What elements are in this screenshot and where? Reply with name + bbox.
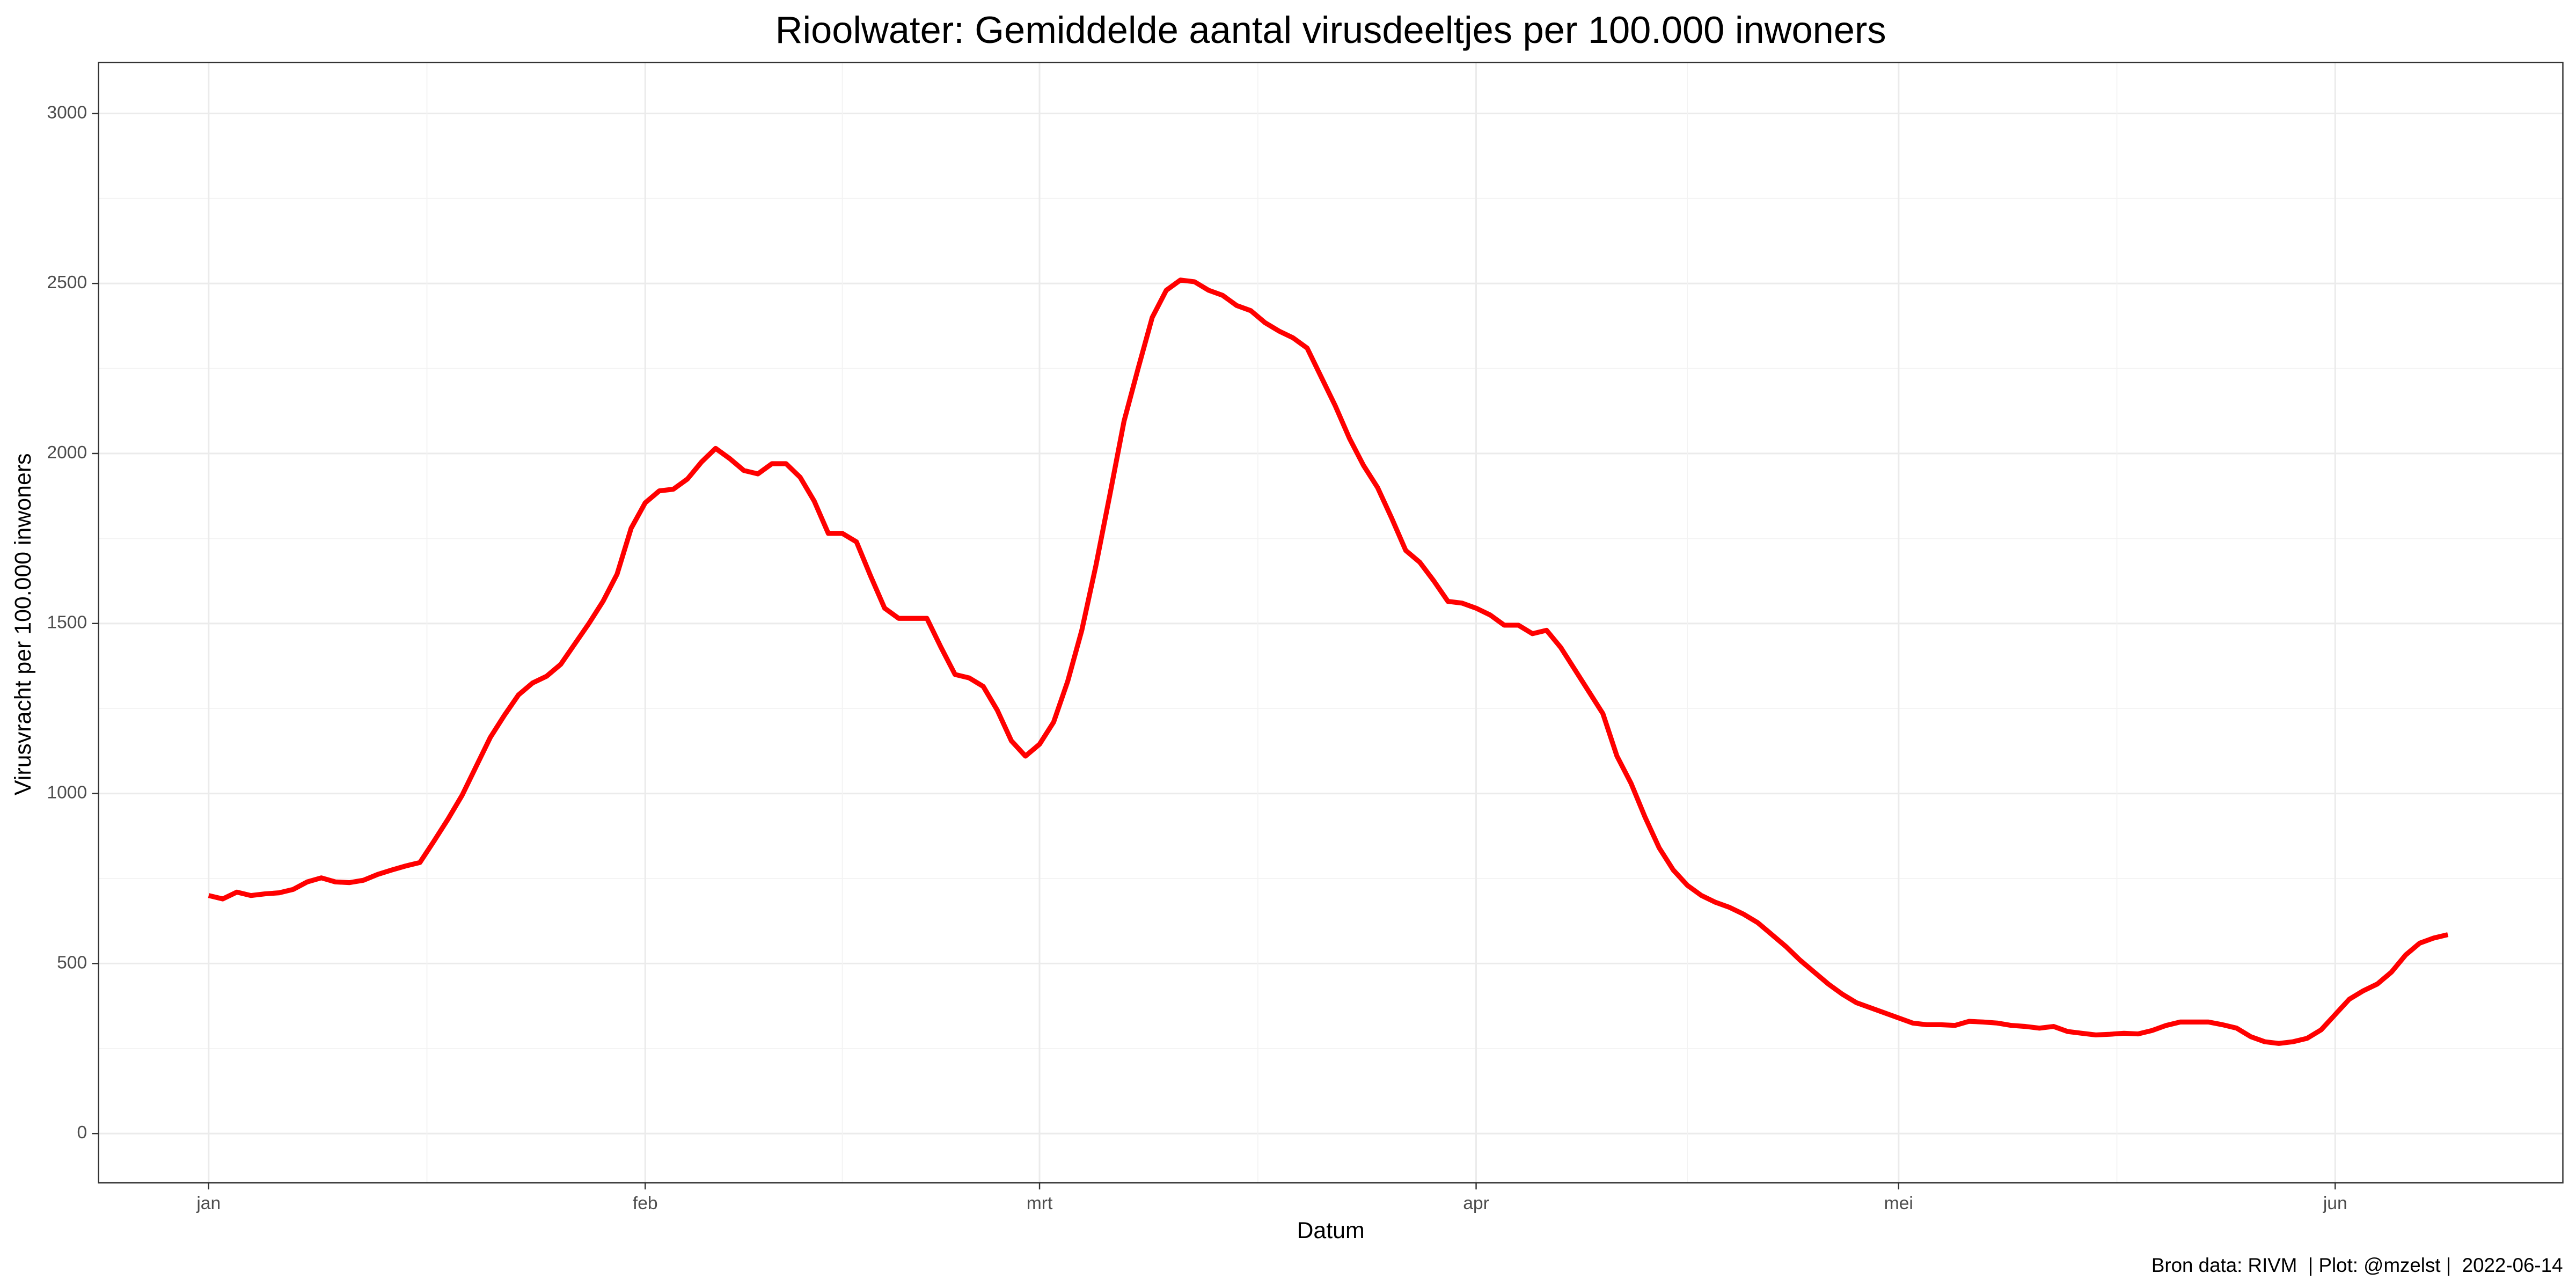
y-axis-title: Virusvracht per 100.000 inwoners <box>10 453 36 795</box>
x-tick-label: mei <box>1884 1194 1913 1213</box>
data-line <box>208 277 2449 1046</box>
y-tick-label: 500 <box>57 953 87 972</box>
y-tick-label: 3000 <box>47 103 87 122</box>
y-tick-label: 2500 <box>47 273 87 292</box>
x-tick-label: mrt <box>1027 1194 1053 1213</box>
x-tick-label: apr <box>1463 1194 1489 1213</box>
y-tick-label: 0 <box>77 1123 87 1143</box>
y-tick-label: 2000 <box>47 443 87 463</box>
y-tick-label: 1500 <box>47 613 87 633</box>
y-tick-label: 1000 <box>47 782 87 802</box>
x-tick-label: jan <box>196 1194 221 1213</box>
chart-title: Rioolwater: Gemiddelde aantal virusdeelt… <box>775 9 1886 51</box>
x-tick-label: feb <box>633 1194 658 1213</box>
x-tick-label: jun <box>2323 1194 2347 1213</box>
plot-border <box>98 62 2564 1184</box>
x-axis-title: Datum <box>1297 1218 1364 1243</box>
caption: Bron data: RIVM | Plot: @mzelst | 2022-0… <box>2151 1254 2563 1276</box>
